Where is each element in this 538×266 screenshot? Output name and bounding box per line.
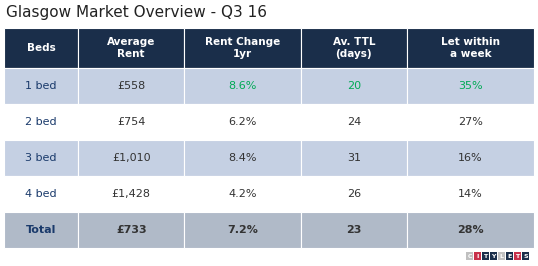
- Text: 8.4%: 8.4%: [228, 153, 257, 163]
- Bar: [78, 68, 184, 104]
- Text: 24: 24: [346, 117, 361, 127]
- Text: £1,428: £1,428: [112, 189, 151, 199]
- Bar: [301, 68, 407, 104]
- Text: Beds: Beds: [27, 43, 55, 53]
- Text: Rent Change
1yr: Rent Change 1yr: [205, 37, 280, 59]
- Text: 4.2%: 4.2%: [228, 189, 257, 199]
- Text: 3 bed: 3 bed: [25, 153, 57, 163]
- Bar: [490, 252, 497, 260]
- Bar: [184, 68, 301, 104]
- Bar: [4, 176, 78, 212]
- Bar: [4, 212, 78, 248]
- Text: £754: £754: [117, 117, 145, 127]
- Text: Let within
a week: Let within a week: [441, 37, 500, 59]
- Bar: [466, 252, 473, 260]
- Bar: [4, 68, 78, 104]
- Bar: [78, 104, 184, 140]
- Bar: [78, 140, 184, 176]
- Bar: [301, 212, 407, 248]
- Text: 4 bed: 4 bed: [25, 189, 57, 199]
- Bar: [184, 176, 301, 212]
- Bar: [184, 104, 301, 140]
- Bar: [407, 140, 534, 176]
- Text: Average
Rent: Average Rent: [107, 37, 155, 59]
- Bar: [474, 252, 481, 260]
- Text: Y: Y: [491, 253, 495, 259]
- Bar: [301, 28, 407, 68]
- Text: Av. TTL
(days): Av. TTL (days): [332, 37, 375, 59]
- Bar: [184, 28, 301, 68]
- Bar: [184, 140, 301, 176]
- Text: 26: 26: [346, 189, 361, 199]
- Bar: [4, 104, 78, 140]
- Text: £558: £558: [117, 81, 145, 91]
- Text: L: L: [499, 253, 504, 259]
- Text: E: E: [507, 253, 512, 259]
- Bar: [301, 176, 407, 212]
- Bar: [498, 252, 505, 260]
- Bar: [184, 212, 301, 248]
- Bar: [407, 68, 534, 104]
- Bar: [407, 212, 534, 248]
- Bar: [407, 28, 534, 68]
- Text: 8.6%: 8.6%: [228, 81, 257, 91]
- Text: 31: 31: [347, 153, 361, 163]
- Bar: [4, 28, 78, 68]
- Bar: [301, 104, 407, 140]
- Text: 16%: 16%: [458, 153, 483, 163]
- Bar: [78, 28, 184, 68]
- Text: T: T: [515, 253, 520, 259]
- Text: 1 bed: 1 bed: [25, 81, 57, 91]
- Text: Glasgow Market Overview - Q3 16: Glasgow Market Overview - Q3 16: [6, 5, 267, 19]
- Bar: [506, 252, 513, 260]
- Text: 27%: 27%: [458, 117, 483, 127]
- Text: 2 bed: 2 bed: [25, 117, 57, 127]
- Bar: [78, 176, 184, 212]
- Bar: [407, 104, 534, 140]
- Text: I: I: [476, 253, 479, 259]
- Bar: [522, 252, 529, 260]
- Text: 23: 23: [346, 225, 362, 235]
- Text: £1,010: £1,010: [112, 153, 151, 163]
- Bar: [482, 252, 489, 260]
- Text: C: C: [467, 253, 472, 259]
- Text: Total: Total: [26, 225, 56, 235]
- Bar: [514, 252, 521, 260]
- Text: 28%: 28%: [457, 225, 484, 235]
- Bar: [4, 140, 78, 176]
- Text: T: T: [484, 253, 487, 259]
- Text: £733: £733: [116, 225, 146, 235]
- Bar: [407, 176, 534, 212]
- Text: S: S: [523, 253, 528, 259]
- Bar: [301, 140, 407, 176]
- Text: 20: 20: [346, 81, 361, 91]
- Bar: [78, 212, 184, 248]
- Text: 35%: 35%: [458, 81, 483, 91]
- Text: 14%: 14%: [458, 189, 483, 199]
- Text: 7.2%: 7.2%: [227, 225, 258, 235]
- Text: 6.2%: 6.2%: [228, 117, 257, 127]
